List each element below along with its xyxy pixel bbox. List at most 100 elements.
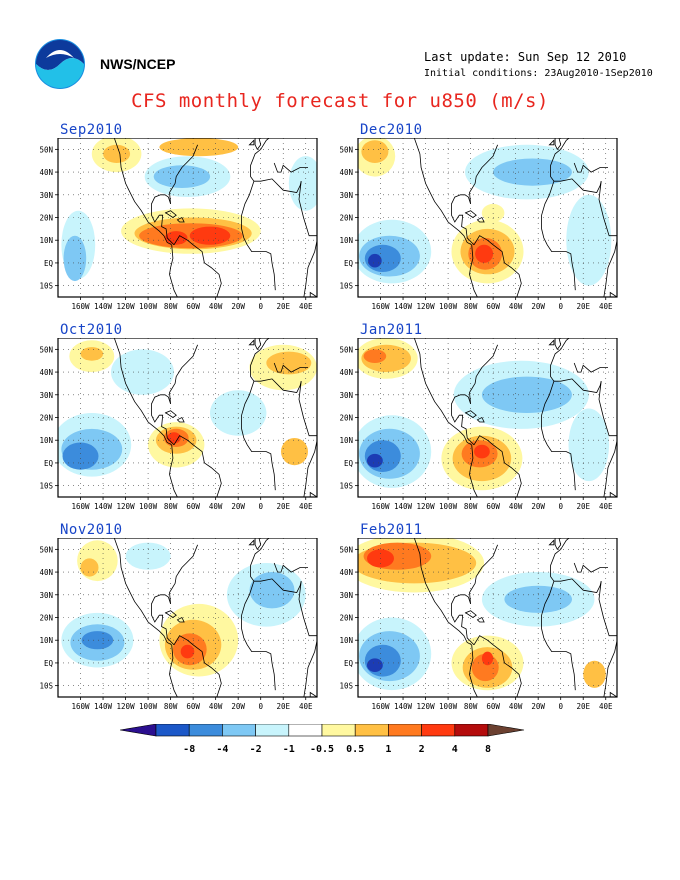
lat-tick-label: 50N: [339, 145, 353, 154]
lat-tick-label: 10S: [39, 682, 53, 691]
lon-tick-label: 40E: [599, 502, 613, 511]
anomaly-contour: [493, 158, 572, 186]
anomaly-contour: [125, 542, 171, 570]
anomaly-contour: [81, 631, 114, 650]
lat-tick-label: EQ: [344, 459, 354, 468]
colorbar-label: 8: [485, 744, 491, 755]
lat-tick-label: 10N: [39, 636, 53, 645]
lat-tick-label: 10S: [339, 282, 353, 291]
lat-tick-label: 50N: [39, 545, 53, 554]
lat-tick-label: 10N: [339, 236, 353, 245]
anomaly-contour: [159, 138, 239, 157]
org-name: NWS/NCEP: [100, 56, 176, 72]
anomaly-contour: [80, 558, 99, 577]
lon-tick-label: 40E: [299, 302, 313, 311]
anomaly-contour: [77, 540, 118, 582]
lon-tick-label: 20E: [576, 702, 590, 711]
lon-tick-label: 20W: [231, 502, 245, 511]
colorbar-min-arrow: [120, 724, 157, 737]
panel-title-6: Feb2011: [360, 522, 423, 538]
lon-tick-label: 80W: [164, 702, 178, 711]
coastlines: [369, 138, 617, 297]
colorbar-bin: [222, 724, 256, 737]
lat-tick-label: 30N: [339, 391, 353, 400]
lon-tick-label: 120W: [117, 502, 136, 511]
lat-tick-label: EQ: [44, 659, 54, 668]
colorbar-bin: [354, 724, 389, 737]
color-scale-legend: -8 -4 -2 -1 -0.5 0.5 1 2 4 8: [120, 724, 525, 755]
anomaly-contour: [189, 226, 231, 245]
lat-tick-label: 50N: [339, 545, 353, 554]
colorbar-bin: [321, 724, 356, 737]
coastlines: [69, 538, 317, 697]
colorbar-bin: [388, 724, 422, 737]
anomaly-contour: [167, 432, 181, 444]
lat-tick-label: EQ: [44, 259, 54, 268]
lat-tick-label: 10S: [339, 682, 353, 691]
lat-tick-label: 30N: [39, 391, 53, 400]
panel-title-2: Oct2010: [60, 322, 123, 338]
lon-tick-label: 120W: [117, 302, 136, 311]
colorbar-bin: [288, 724, 323, 737]
lon-tick-label: 160W: [71, 502, 90, 511]
lat-tick-label: 40N: [339, 568, 353, 577]
lon-tick-label: 40W: [509, 702, 523, 711]
lon-tick-label: 120W: [417, 702, 436, 711]
colorbar-label: 1: [385, 744, 391, 755]
lon-tick-label: 140W: [94, 302, 113, 311]
lon-tick-label: 160W: [71, 302, 90, 311]
lon-tick-label: 120W: [417, 302, 436, 311]
lat-tick-label: 10N: [39, 436, 53, 445]
anomaly-contour: [475, 244, 494, 263]
lon-tick-label: 40W: [209, 702, 223, 711]
lon-tick-label: 0: [558, 502, 563, 511]
lon-tick-label: 60W: [486, 702, 500, 711]
lon-tick-label: 140W: [394, 702, 413, 711]
lat-tick-label: 20N: [39, 414, 53, 423]
map-panel-6: 50N 40N 30N 20N 10N EQ 10S 160W 140W 120W 100W 80W 6…: [339, 538, 618, 711]
colorbar-bin: [421, 724, 456, 737]
anomaly-contour: [474, 444, 490, 459]
lon-tick-label: 140W: [394, 302, 413, 311]
anomaly-contour: [361, 140, 389, 163]
lat-tick-label: 50N: [339, 345, 353, 354]
lat-tick-label: 20N: [339, 614, 353, 623]
lon-tick-label: 20E: [276, 702, 290, 711]
lon-tick-label: 20W: [531, 302, 545, 311]
colorbar-label: -8: [183, 744, 195, 755]
lat-tick-label: 30N: [339, 191, 353, 200]
lat-tick-label: 10N: [339, 436, 353, 445]
map-panel-5: 50N 40N 30N 20N 10N EQ 10S 160W 140W 120W 100W 80W 6…: [339, 338, 618, 511]
lon-tick-label: 100W: [439, 302, 458, 311]
lon-tick-label: 120W: [417, 502, 436, 511]
anomaly-contour: [367, 658, 383, 672]
lon-tick-label: 60W: [486, 502, 500, 511]
lon-tick-label: 160W: [371, 502, 390, 511]
lat-tick-label: 50N: [39, 145, 53, 154]
anomaly-contour: [367, 453, 383, 468]
lon-tick-label: 80W: [464, 302, 478, 311]
lon-tick-label: 40E: [599, 702, 613, 711]
lat-tick-label: EQ: [344, 259, 354, 268]
lon-tick-label: 0: [558, 302, 563, 311]
anomaly-contour: [368, 253, 382, 268]
coastlines: [69, 138, 317, 297]
lat-tick-label: 10N: [39, 236, 53, 245]
lat-tick-label: 20N: [339, 414, 353, 423]
lon-tick-label: 40W: [209, 302, 223, 311]
anomaly-contour: [281, 438, 308, 466]
lat-tick-label: 40N: [339, 368, 353, 377]
anomaly-contour: [481, 376, 572, 413]
map-panel-4: 50N 40N 30N 20N 10N EQ 10S 160W 140W 120W 100W 80W 6…: [339, 138, 618, 311]
colorbar-label: -4: [216, 744, 228, 755]
anomaly-contour: [103, 144, 131, 163]
lat-tick-label: 20N: [39, 614, 53, 623]
colorbar-label: 0.5: [346, 744, 364, 755]
anomaly-contour: [249, 572, 295, 609]
lon-tick-label: 0: [558, 702, 563, 711]
anomaly-contour: [153, 165, 211, 188]
colorbar-label: -2: [250, 744, 262, 755]
anomaly-contour: [481, 651, 494, 666]
lon-tick-label: 20E: [276, 302, 290, 311]
anomaly-contour: [583, 660, 606, 688]
